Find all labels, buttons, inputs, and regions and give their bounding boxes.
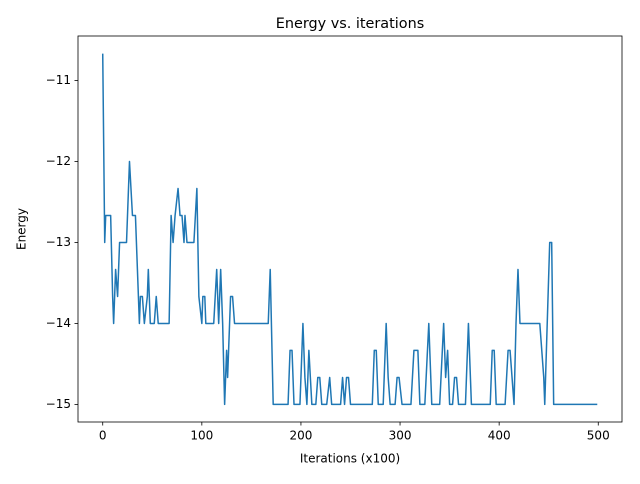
plot-frame (77, 35, 623, 423)
x-tick-label: 400 (488, 429, 511, 443)
y-tick-label: −13 (46, 235, 71, 249)
y-tick-label: −15 (46, 397, 71, 411)
y-axis-label: Energy (15, 208, 29, 250)
y-tick-label: −14 (46, 316, 71, 330)
x-axis-label: Iterations (x100) (300, 452, 400, 466)
x-tick-label: 300 (389, 429, 412, 443)
x-tick-label: 200 (289, 429, 312, 443)
chart-title: Energy vs. iterations (276, 16, 424, 32)
y-tick-label: −12 (46, 154, 71, 168)
x-tick-label: 100 (190, 429, 213, 443)
x-tick-label: 500 (587, 429, 610, 443)
y-tick-label: −11 (46, 73, 71, 87)
x-tick-label: 0 (99, 429, 107, 443)
line-series (101, 53, 598, 406)
